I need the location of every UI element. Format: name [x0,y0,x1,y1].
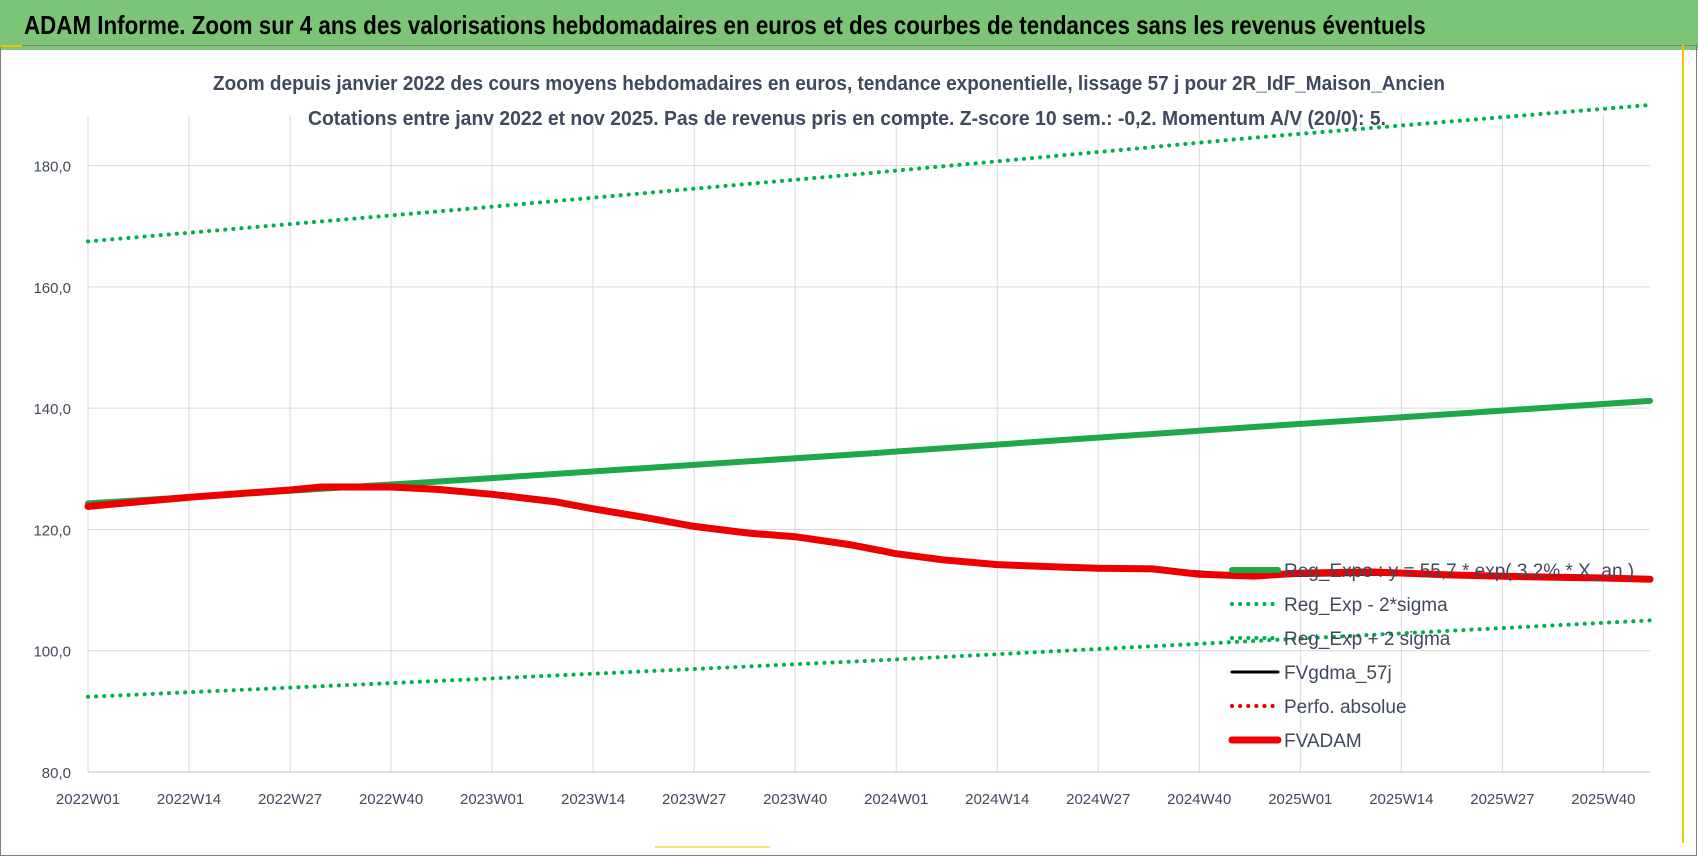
x-tick-label: 2023W01 [460,791,524,808]
chart-title-line1: Zoom depuis janvier 2022 des cours moyen… [213,73,1445,95]
x-tick-label: 2022W27 [258,791,322,808]
legend-label: FVADAM [1284,731,1362,752]
legend-label: FVgdma_57j [1284,663,1392,684]
y-tick-label: 80,0 [42,765,71,782]
legend-label: Perfo. absolue [1284,697,1407,718]
y-tick-label: 180,0 [33,159,71,176]
legend-label: Reg_Exp + 2 sigma [1284,629,1451,650]
x-tick-label: 2025W40 [1571,791,1635,808]
series-line-reg-exp [86,618,1652,699]
legend-label: Reg_Expo : y = 55,7 * exp( 3,2% * X_an ) [1284,561,1634,582]
series-line-fvadam [84,483,1654,583]
report-title: ADAM Informe. Zoom sur 4 ans des valoris… [24,9,1426,40]
y-tick-label: 120,0 [33,522,71,539]
frame-accent [655,846,770,848]
y-tick-label: 100,0 [33,644,71,661]
x-tick-label: 2022W40 [359,791,423,808]
x-tick-label: 2022W14 [157,791,221,808]
series-line-reg-exp [86,103,1652,244]
x-tick-label: 2024W40 [1167,791,1231,808]
x-tick-label: 2024W14 [965,791,1029,808]
x-axis-ticks: 2022W01 2022W14 2022W27 2022W40 2023W01 2023W… [56,791,1636,808]
gridlines [87,115,1650,773]
x-tick-label: 2024W01 [864,791,928,808]
report-header: ADAM Informe. Zoom sur 4 ans des valoris… [0,0,1698,50]
frame-accent [0,45,22,47]
series [84,103,1654,699]
legend-label: Reg_Exp - 2*sigma [1284,595,1448,616]
x-tick-label: 2025W27 [1470,791,1534,808]
x-tick-label: 2022W01 [56,791,120,808]
x-tick-label: 2023W40 [763,791,827,808]
x-tick-label: 2023W27 [662,791,726,808]
x-tick-label: 2023W14 [561,791,625,808]
y-axis-ticks: 80,0 100,0 120,0 140,0 160,0 180,0 [33,159,71,782]
x-tick-label: 2025W01 [1268,791,1332,808]
x-tick-label: 2024W27 [1066,791,1130,808]
legend: Reg_Expo : y = 55,7 * exp( 3,2% * X_an )… [1228,561,1634,752]
frame-accent [1682,45,1684,843]
y-tick-label: 140,0 [33,401,71,418]
y-tick-label: 160,0 [33,280,71,297]
chart-title-line2: Cotations entre janv 2022 et nov 2025. P… [308,108,1386,130]
x-tick-label: 2025W14 [1369,791,1433,808]
